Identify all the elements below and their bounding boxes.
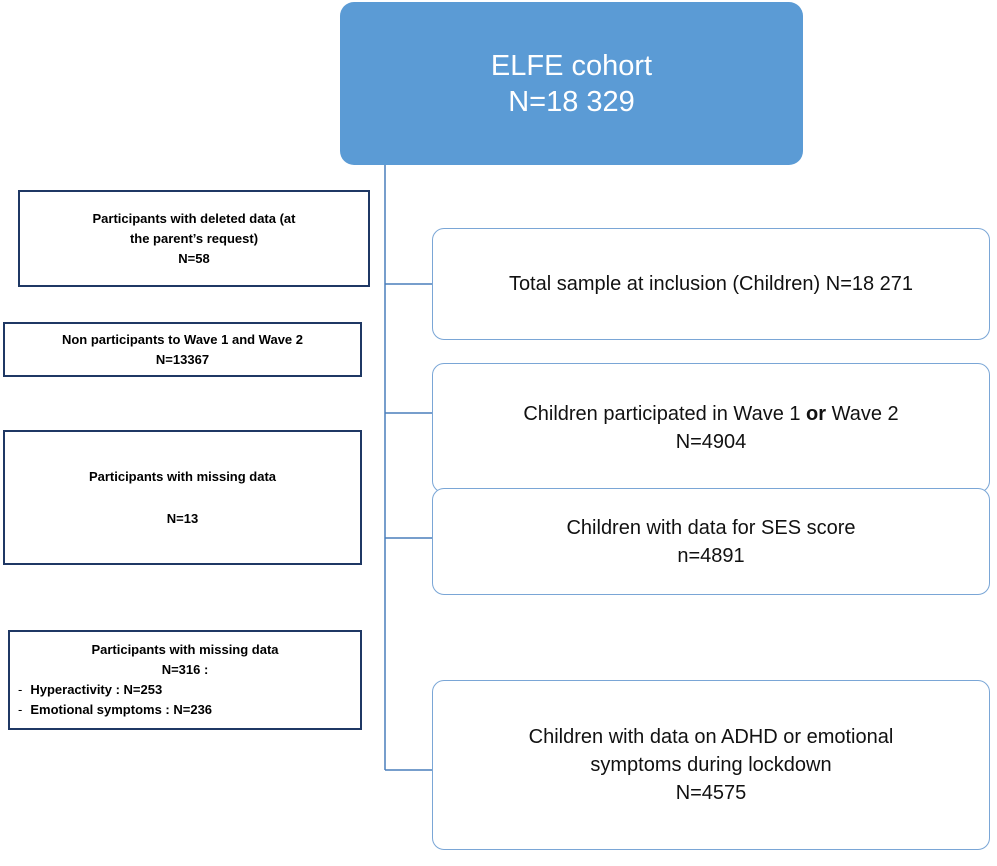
- box-line: Non participants to Wave 1 and Wave 2: [61, 331, 304, 347]
- box-line: Participants with missing data: [88, 468, 277, 484]
- text: Wave 2: [826, 403, 899, 425]
- text: Children participated in Wave 1: [523, 403, 807, 425]
- exclusion-box: Participants with deleted data (at the p…: [18, 190, 370, 287]
- step-box: Total sample at inclusion (Children) N=1…: [432, 228, 990, 340]
- box-line: Total sample at inclusion (Children) N=1…: [508, 273, 914, 295]
- box-line: Children with data on ADHD or emotional: [528, 726, 894, 748]
- box-line: N=58: [178, 250, 210, 266]
- box-line: N=13367: [155, 351, 210, 367]
- box-line: N=316 :: [161, 662, 209, 677]
- list-item: Hyperactivity : N=253: [18, 680, 212, 700]
- box-line: Participants with missing data: [91, 642, 279, 657]
- step-box: Children with data for SES score n=4891: [432, 488, 990, 595]
- box-line: Children participated in Wave 1 or Wave …: [523, 400, 898, 428]
- list-item: Emotional symptoms : N=236: [18, 700, 212, 720]
- box-line: N=4575: [675, 782, 747, 804]
- exclusion-box: Participants with missing data N=316 : H…: [8, 630, 362, 730]
- step-box: Children with data on ADHD or emotional …: [432, 680, 990, 850]
- box-line: n=4891: [677, 544, 745, 567]
- box-line: ELFE cohort: [490, 49, 653, 82]
- step-box: Children participated in Wave 1 or Wave …: [432, 363, 990, 493]
- bold-text: or: [806, 403, 827, 425]
- box-line: Children with data for SES score: [566, 516, 856, 539]
- box-line: Participants with deleted data (at: [92, 210, 296, 226]
- box-line: N=18 329: [508, 85, 635, 118]
- box-line: N=13: [166, 510, 199, 526]
- box-line: N=4904: [675, 431, 747, 453]
- exclusion-box: Participants with missing data N=13: [3, 430, 362, 565]
- cohort-box: ELFE cohort N=18 329: [340, 2, 803, 165]
- box-line: the parent’s request): [129, 230, 259, 246]
- item-list: Hyperactivity : N=253 Emotional symptoms…: [18, 680, 212, 720]
- box-line: symptoms during lockdown: [590, 754, 832, 776]
- exclusion-box: Non participants to Wave 1 and Wave 2 N=…: [3, 322, 362, 377]
